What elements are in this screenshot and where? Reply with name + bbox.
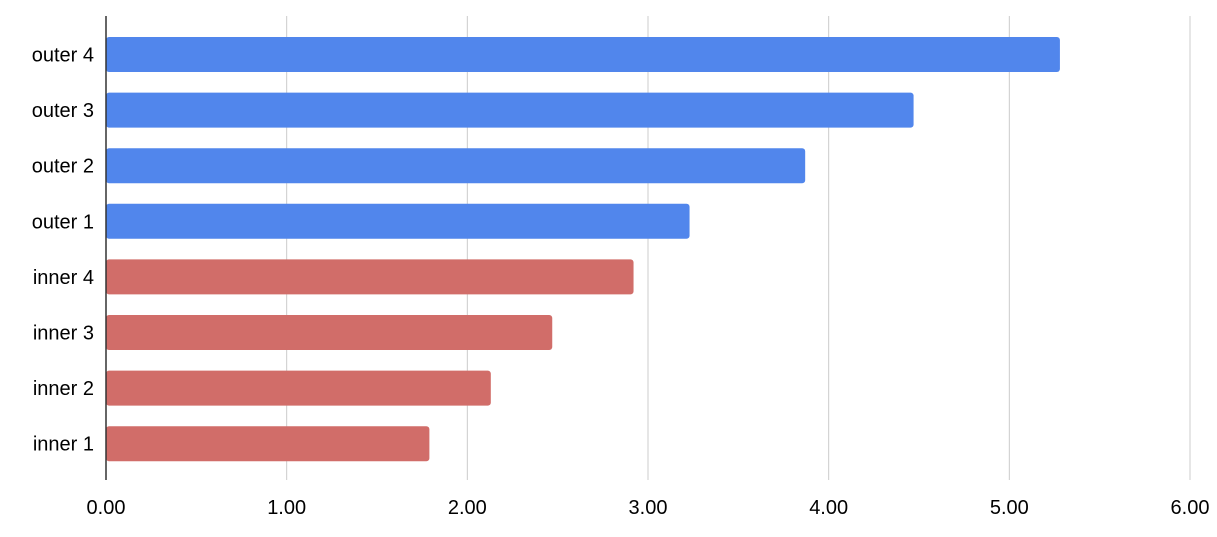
x-tick-label: 4.00 xyxy=(809,497,848,519)
bar xyxy=(106,37,1060,72)
bar xyxy=(106,259,634,295)
bar xyxy=(106,148,806,184)
x-tick-label: 5.00 xyxy=(990,497,1029,519)
gridlines xyxy=(286,16,1191,480)
bar xyxy=(106,370,491,406)
category-label: outer 3 xyxy=(32,100,94,122)
bars xyxy=(106,37,1060,462)
labels: 0.00 1.00 2.00 3.00 4.00 5.00 6.00 outer 4 outer… xyxy=(32,45,1210,520)
bar xyxy=(106,203,690,239)
category-label: inner 1 xyxy=(33,434,94,456)
bar xyxy=(106,315,553,350)
bar xyxy=(106,426,430,462)
x-tick-label: 3.00 xyxy=(629,497,668,519)
x-tick-label: 1.00 xyxy=(267,497,306,519)
category-label: inner 2 xyxy=(33,378,94,400)
category-label: outer 2 xyxy=(32,156,94,178)
category-label: inner 4 xyxy=(33,267,94,289)
x-tick-label: 0.00 xyxy=(87,497,126,519)
category-label: inner 3 xyxy=(33,323,94,345)
category-label: outer 4 xyxy=(32,45,94,67)
category-label: outer 1 xyxy=(32,211,94,233)
x-tick-label: 6.00 xyxy=(1171,497,1210,519)
bar xyxy=(106,92,914,128)
x-tick-label: 2.00 xyxy=(448,497,487,519)
